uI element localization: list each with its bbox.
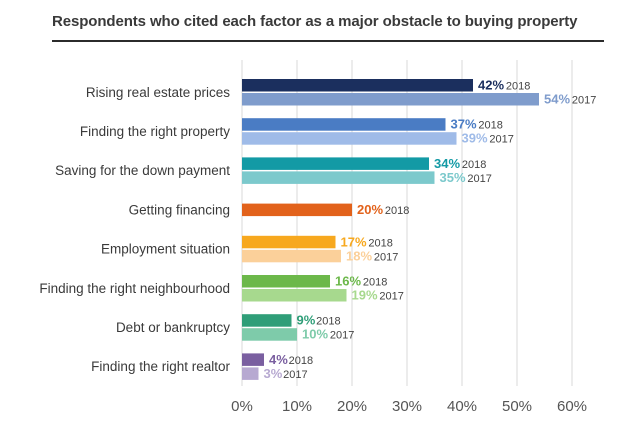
data-label: 39% [462,131,488,146]
x-tick-label: 20% [337,398,367,415]
x-tick-label: 50% [502,398,532,415]
category-label: Debt or bankruptcy [116,320,230,335]
x-tick-label: 40% [447,398,477,415]
data-label: 18% [346,248,372,263]
data-label: 9% [297,313,316,328]
series-year-label: 2018 [363,277,387,289]
bar-2017 [242,328,297,341]
bar-2017 [242,171,435,184]
data-label: 17% [341,234,367,249]
data-label: 10% [302,327,328,342]
bar-2018 [242,157,429,170]
bar-2018 [242,79,473,92]
x-tick-label: 60% [557,398,587,415]
series-year-label: 2017 [379,291,403,303]
series-year-label: 2017 [283,369,307,381]
series-year-label: 2017 [467,173,491,185]
series-year-label: 2017 [374,251,398,263]
x-tick-label: 10% [282,398,312,415]
series-year-label: 2018 [385,205,409,217]
series-year-label: 2017 [572,95,596,107]
data-label: 3% [264,366,283,381]
series-year-label: 2018 [289,355,313,367]
data-label: 54% [544,92,570,107]
data-label: 4% [269,352,288,367]
series-year-label: 2018 [478,120,502,132]
bar-2017 [242,367,259,380]
series-year-label: 2017 [330,330,354,342]
data-label: 16% [335,274,361,289]
category-label: Finding the right property [80,124,230,139]
bar-2017 [242,289,347,302]
bar-2017 [242,93,539,106]
x-tick-label: 30% [392,398,422,415]
bar-2018 [242,314,292,327]
chart-title: Respondents who cited each factor as a m… [52,13,578,30]
series-year-label: 2018 [462,159,486,171]
title-rule [52,40,604,42]
category-label: Saving for the down payment [55,163,230,178]
bar-2017 [242,249,341,263]
category-label: Finding the right neighbourhood [39,281,230,296]
bar-2018 [242,235,336,249]
category-label: Employment situation [101,242,230,257]
data-label: 35% [440,170,466,185]
category-label: Finding the right realtor [91,359,230,374]
series-year-label: 2017 [489,134,513,146]
bar-2018 [242,203,352,217]
data-label: 20% [357,202,383,217]
data-label: 34% [434,156,460,171]
data-label: 19% [352,288,378,303]
data-label: 42% [478,78,504,93]
category-label: Rising real estate prices [86,85,230,100]
series-year-label: 2018 [368,237,392,249]
x-tick-label: 0% [231,398,253,415]
bar-2018 [242,275,330,288]
bar-2018 [242,353,264,366]
data-label: 37% [451,117,477,132]
bar-2017 [242,132,457,145]
bar-2018 [242,118,446,131]
series-year-label: 2018 [316,316,340,328]
series-year-label: 2018 [506,81,530,93]
category-label: Getting financing [129,202,230,217]
